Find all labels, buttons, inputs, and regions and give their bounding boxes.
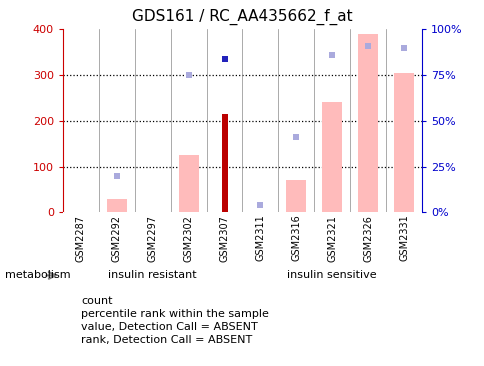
Text: value, Detection Call = ABSENT: value, Detection Call = ABSENT [81,322,257,332]
Text: GSM2307: GSM2307 [219,214,229,262]
Bar [322,102,341,212]
Bar [221,114,227,212]
Text: metabolism: metabolism [5,270,70,280]
Bar [107,198,126,212]
Text: insulin sensitive: insulin sensitive [287,270,376,280]
Bar [286,180,305,212]
Text: GDS161 / RC_AA435662_f_at: GDS161 / RC_AA435662_f_at [132,9,352,25]
Text: GSM2302: GSM2302 [183,214,193,262]
Text: GSM2326: GSM2326 [363,214,372,262]
Text: percentile rank within the sample: percentile rank within the sample [81,309,269,319]
Text: count: count [81,296,113,306]
Text: GSM2311: GSM2311 [255,214,265,261]
Text: GSM2321: GSM2321 [327,214,336,262]
Text: GSM2287: GSM2287 [76,214,86,262]
Text: GSM2297: GSM2297 [148,214,157,262]
Text: GSM2292: GSM2292 [112,214,121,262]
Bar [179,155,198,212]
Text: GSM2316: GSM2316 [291,214,301,261]
Bar [393,73,413,212]
Text: GSM2331: GSM2331 [398,214,408,261]
Text: rank, Detection Call = ABSENT: rank, Detection Call = ABSENT [81,335,252,346]
Bar [358,34,377,212]
Text: insulin resistant: insulin resistant [108,270,197,280]
